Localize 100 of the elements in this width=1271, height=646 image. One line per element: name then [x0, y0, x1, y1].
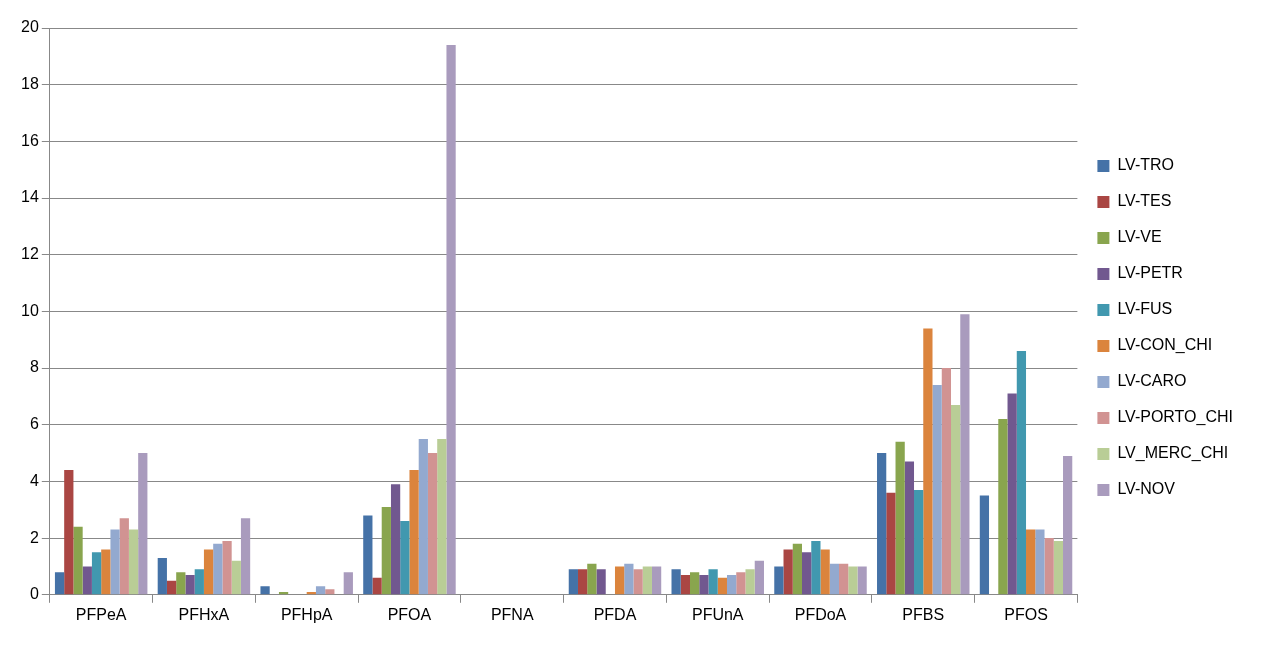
bar [203, 549, 214, 595]
x-tick-label: PFOS [1004, 605, 1048, 623]
bar [829, 563, 839, 595]
bar [427, 453, 438, 595]
bar [437, 438, 447, 595]
y-tick-label: 16 [21, 131, 39, 149]
bar [110, 529, 120, 595]
x-tick-label: PFHpA [280, 605, 333, 623]
bar [1026, 529, 1036, 595]
bar [886, 492, 896, 595]
x-tick-label: PFNA [490, 605, 534, 623]
legend-label: LV_MERC_CHI [1117, 444, 1229, 463]
bar [128, 529, 139, 595]
bar [1063, 455, 1073, 595]
y-tick-label: 20 [21, 18, 39, 36]
x-tick-label: PFPeA [75, 605, 127, 623]
x-tick-label: PFDoA [794, 605, 847, 623]
bar [717, 577, 727, 595]
bar [176, 572, 186, 595]
bar [633, 569, 643, 595]
bar [614, 566, 625, 595]
bar [726, 574, 737, 595]
bar [372, 577, 382, 595]
bar [1044, 538, 1054, 595]
bar [877, 453, 887, 595]
bar [680, 574, 690, 595]
bar [736, 572, 746, 595]
bar [119, 518, 129, 595]
bar [904, 461, 915, 595]
x-tick-label: PFOA [387, 605, 432, 623]
bar [82, 566, 92, 595]
bar [932, 385, 942, 595]
bar [979, 495, 990, 595]
bar [240, 518, 251, 595]
y-tick-label: 2 [29, 528, 39, 546]
bar [185, 574, 195, 595]
bar [231, 560, 241, 595]
bar [651, 566, 662, 595]
bar [642, 566, 652, 595]
bar [699, 574, 709, 595]
legend-label: LV-VE [1117, 228, 1162, 246]
bar [1007, 393, 1017, 595]
legend-label: LV-CARO [1117, 372, 1187, 390]
y-tick-label: 4 [29, 471, 39, 489]
bar [671, 569, 681, 595]
bar [587, 563, 597, 595]
legend-label: LV-PETR [1117, 264, 1183, 282]
bar [998, 419, 1008, 595]
bar [213, 543, 223, 595]
bar [400, 521, 410, 595]
bar [409, 470, 419, 595]
bar [568, 569, 578, 595]
bar [596, 569, 606, 595]
bar [951, 404, 961, 595]
bar [315, 586, 326, 595]
bar [1053, 540, 1064, 595]
bar [1016, 351, 1027, 595]
bar [960, 314, 970, 595]
bar [802, 552, 812, 595]
x-tick-label: PFHxA [178, 605, 230, 623]
bar [91, 552, 102, 595]
bar [923, 328, 933, 595]
bar [54, 572, 65, 595]
y-tick-label: 14 [21, 188, 39, 206]
bar [792, 543, 803, 595]
y-tick-label: 12 [21, 245, 39, 263]
bar [839, 563, 849, 595]
bar [624, 563, 634, 595]
legend-label: LV-FUS [1117, 300, 1173, 318]
bar [577, 569, 588, 595]
bar [157, 557, 167, 595]
bar [754, 560, 764, 595]
bar [745, 569, 755, 595]
y-tick-label: 10 [21, 301, 39, 319]
bar [390, 484, 401, 595]
legend-label: LV-TES [1117, 192, 1172, 210]
bar [101, 549, 111, 595]
y-tick-label: 18 [21, 75, 39, 93]
legend-label: LV-NOV [1117, 480, 1176, 498]
bar [708, 569, 718, 595]
bar [325, 589, 335, 595]
y-tick-label: 8 [29, 358, 39, 376]
bar [64, 470, 74, 595]
bar [381, 506, 391, 595]
bar [138, 453, 148, 595]
bar [166, 580, 177, 595]
bar [446, 45, 456, 595]
y-tick-label: 0 [29, 585, 39, 603]
legend-label: LV-PORTO_CHI [1117, 408, 1233, 427]
x-tick-label: PFBS [902, 605, 945, 623]
bar [848, 566, 858, 595]
x-tick-label: PFDA [593, 605, 637, 623]
bar [363, 515, 373, 595]
bar [222, 540, 232, 595]
bar [418, 438, 428, 595]
bar [73, 526, 83, 595]
bar [914, 489, 924, 595]
bar [783, 549, 793, 595]
legend-label: LV-TRO [1117, 156, 1175, 174]
bar [343, 572, 353, 595]
